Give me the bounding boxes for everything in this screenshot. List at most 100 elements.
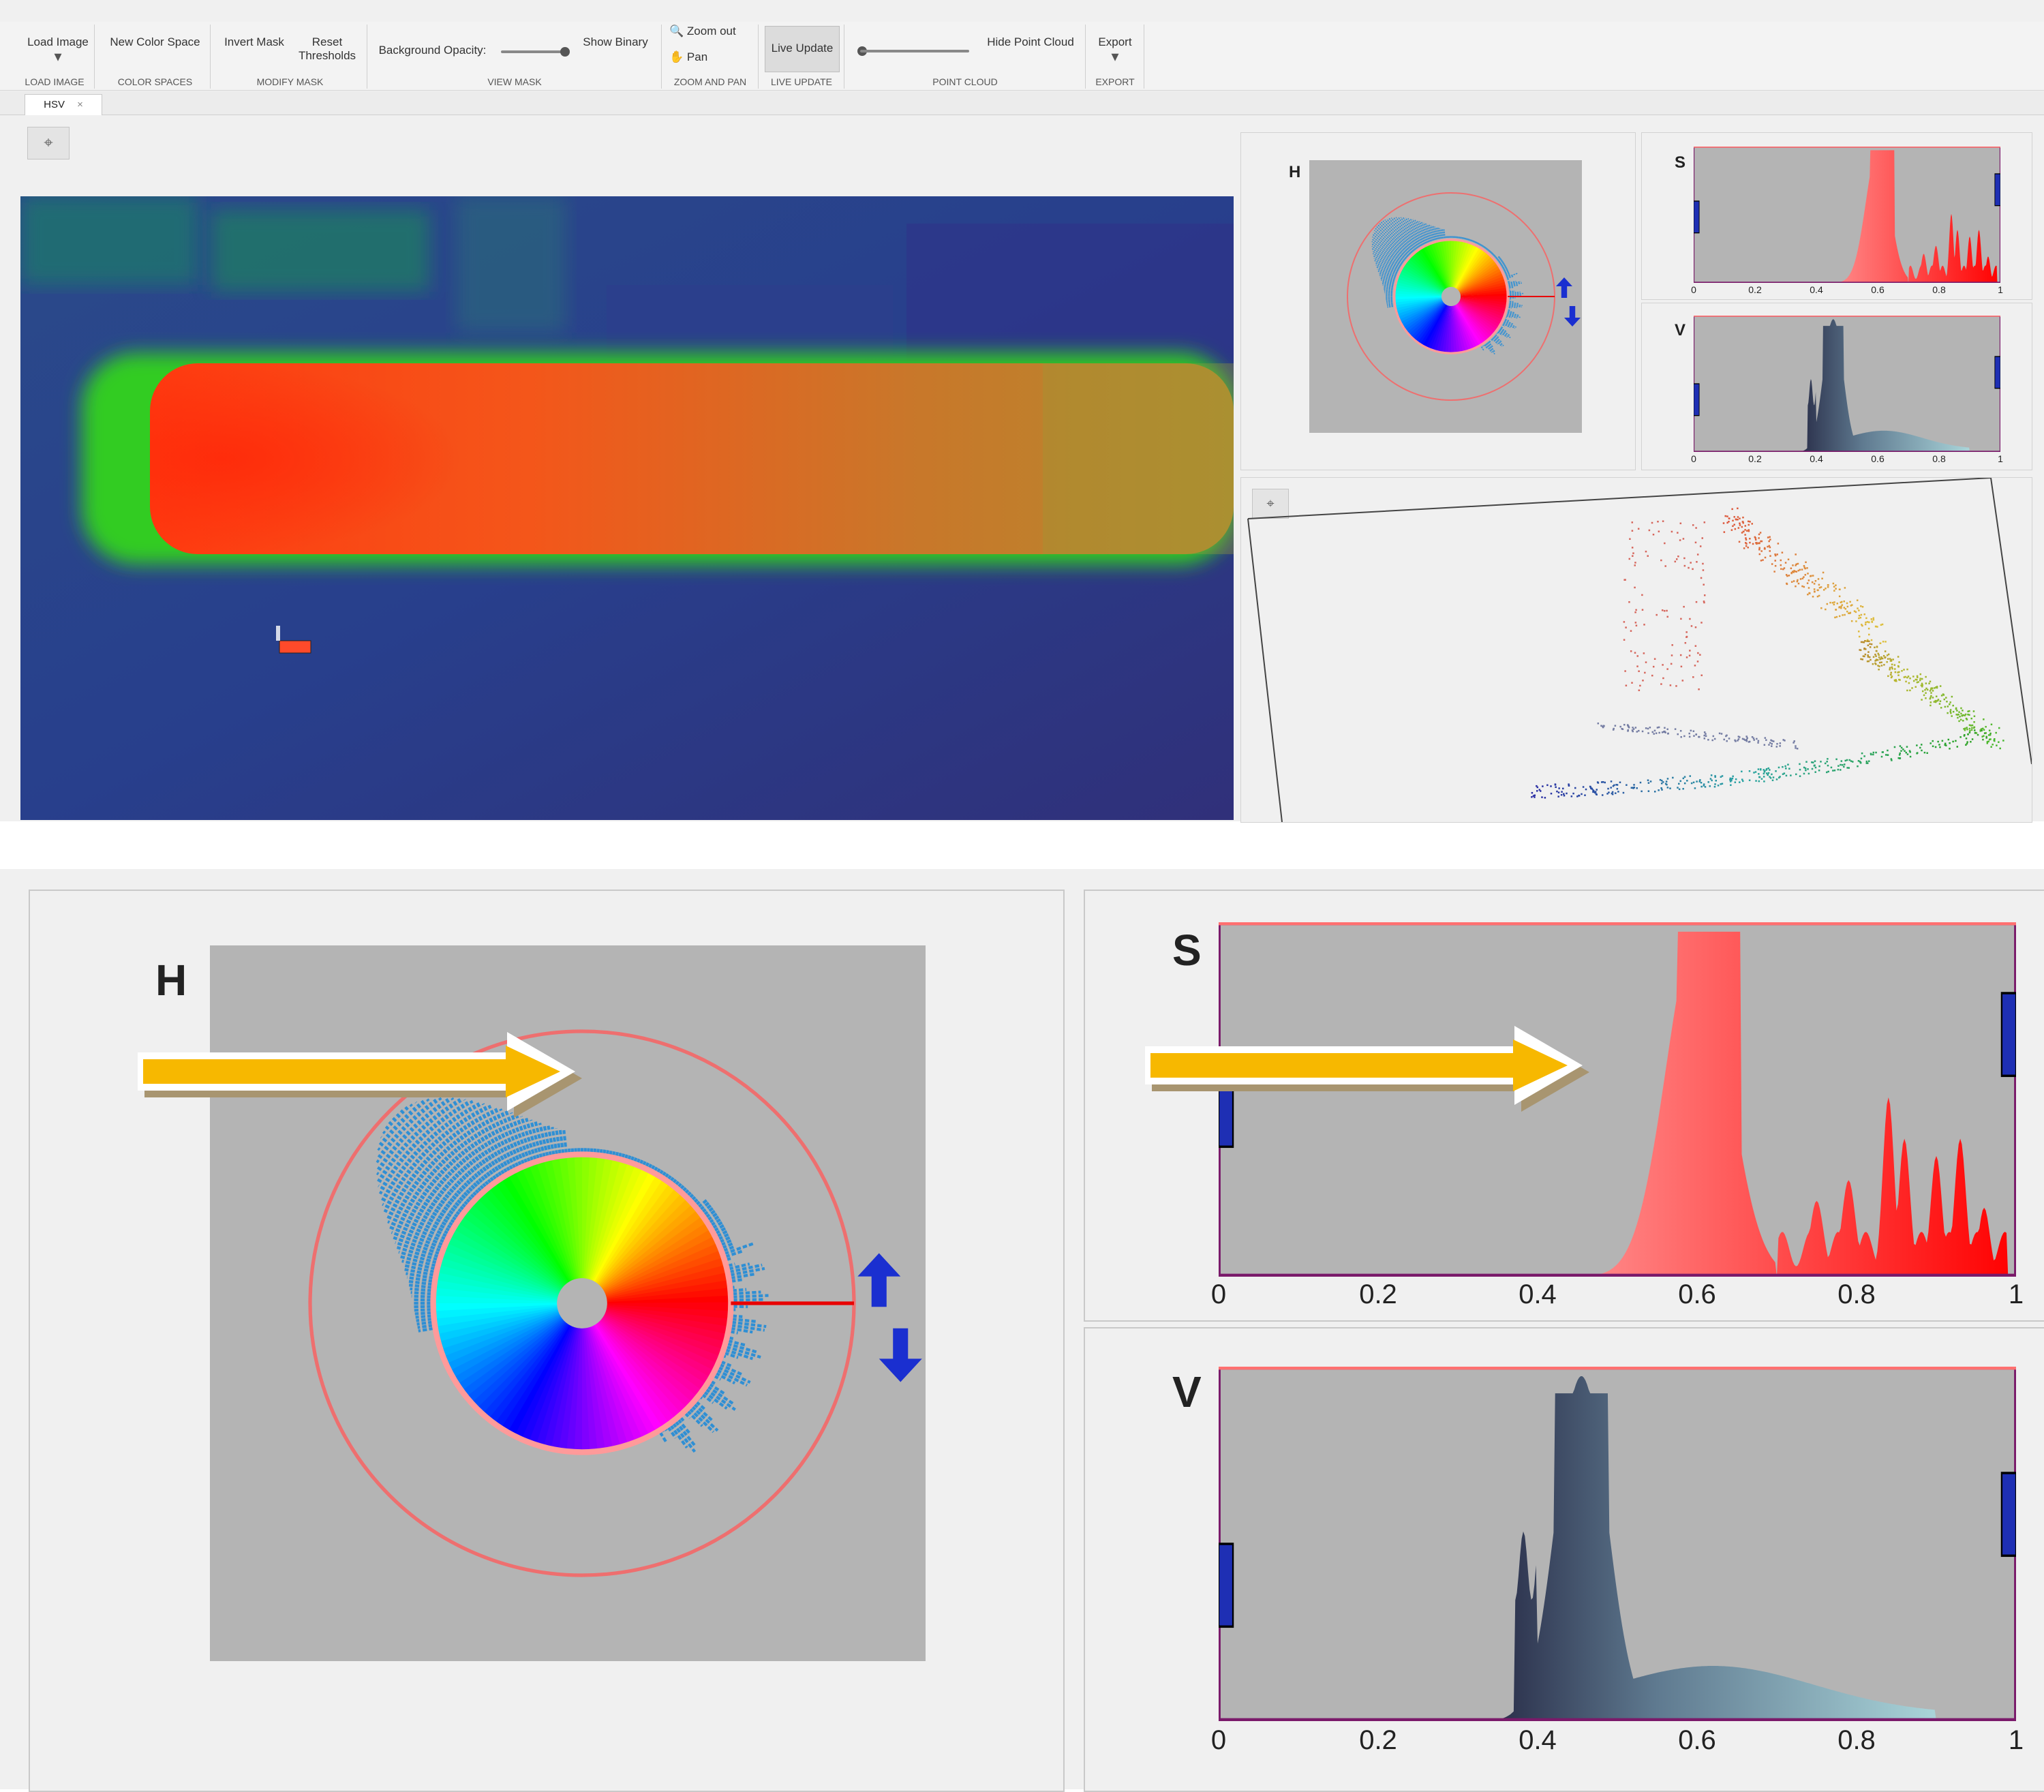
point-cloud-point	[1683, 538, 1685, 540]
point-cloud-point	[1705, 733, 1707, 735]
point-cloud-point	[1882, 641, 1885, 643]
point-cloud-point	[1925, 692, 1927, 694]
point-cloud-point	[1925, 688, 1927, 690]
point-cloud-point	[1779, 745, 1781, 747]
point-cloud-point	[1780, 564, 1782, 566]
background-opacity-thumb[interactable]	[560, 47, 570, 57]
point-cloud-point	[1550, 785, 1552, 787]
value-histogram-small[interactable]	[1694, 316, 2000, 452]
threshold-high-marker	[2002, 993, 2016, 1076]
point-cloud-point	[1558, 791, 1560, 793]
tab-close-icon[interactable]: ×	[77, 99, 83, 110]
hue-wheel-small[interactable]	[1309, 160, 1582, 433]
point-cloud-point	[1627, 730, 1629, 732]
point-cloud-point	[1590, 788, 1592, 790]
point-cloud-point	[1949, 742, 1951, 744]
section-label: ZOOM AND PAN	[662, 76, 758, 87]
point-cloud-point	[1805, 562, 1807, 564]
point-cloud-point	[1648, 790, 1650, 792]
section-label: EXPORT	[1086, 76, 1144, 87]
point-cloud-point	[1598, 782, 1600, 784]
section-label: LIVE UPDATE	[759, 76, 844, 87]
point-cloud-point	[1531, 796, 1533, 798]
point-cloud-point	[1719, 733, 1721, 735]
point-cloud-point	[1887, 675, 1889, 678]
invert-mask-button[interactable]: Invert Mask	[217, 35, 292, 49]
point-cloud-point	[1720, 776, 1722, 778]
point-cloud-point	[1962, 710, 1964, 712]
point-cloud-slider[interactable]	[860, 50, 969, 52]
background-opacity-slider[interactable]	[501, 50, 569, 53]
point-cloud-point	[1925, 697, 1927, 699]
tab-hsv[interactable]: HSV ×	[25, 94, 102, 115]
point-cloud-point	[1812, 575, 1814, 577]
select-cursor-icon[interactable]: ⌖	[27, 127, 70, 160]
saturation-label: S	[1172, 925, 1202, 975]
point-cloud-point	[1765, 737, 1767, 739]
hide-point-cloud-button[interactable]: Hide Point Cloud	[976, 35, 1085, 49]
point-cloud-point	[1860, 617, 1862, 619]
point-cloud-point	[1847, 606, 1849, 608]
point-cloud-point	[1868, 660, 1870, 663]
point-cloud-point	[1647, 555, 1649, 557]
point-cloud-point	[1817, 590, 1819, 592]
value-label-small: V	[1675, 321, 1685, 340]
point-cloud-point	[1626, 784, 1628, 786]
point-cloud-point	[1861, 753, 1863, 755]
point-cloud-point	[1826, 772, 1828, 774]
point-cloud-point	[1745, 539, 1748, 541]
point-cloud-point	[1870, 659, 1872, 661]
point-cloud-point	[1624, 579, 1626, 581]
point-cloud-point	[1869, 643, 1871, 646]
point-cloud-point	[1634, 652, 1636, 654]
point-cloud-point	[1693, 730, 1695, 732]
point-cloud-point	[1780, 568, 1782, 570]
point-cloud-point	[1799, 763, 1801, 765]
export-button[interactable]: Export ▾	[1088, 35, 1142, 64]
value-histogram[interactable]	[1219, 1367, 2016, 1721]
point-cloud-plot	[1241, 478, 2032, 822]
new-color-space-button[interactable]: New Color Space	[102, 35, 208, 49]
image-view[interactable]	[20, 196, 1234, 820]
pan-button[interactable]: ✋ Pan	[669, 50, 751, 64]
reset-thresholds-button[interactable]: Reset Thresholds	[290, 35, 365, 63]
saturation-histogram-small[interactable]	[1694, 147, 2000, 283]
point-cloud-point	[1697, 652, 1699, 654]
point-cloud-point	[1798, 583, 1800, 585]
point-cloud-panel[interactable]: ⌖	[1240, 477, 2032, 823]
point-cloud-point	[1628, 727, 1630, 729]
point-cloud-point	[1785, 768, 1787, 770]
point-cloud-point	[1832, 770, 1834, 772]
point-cloud-point	[1825, 609, 1827, 611]
point-cloud-point	[1664, 610, 1666, 612]
point-cloud-point	[1759, 553, 1761, 556]
point-cloud-point	[1921, 699, 1923, 701]
point-cloud-point	[1753, 738, 1755, 740]
point-cloud-point	[1775, 555, 1777, 557]
point-cloud-point	[1641, 791, 1643, 793]
point-cloud-point	[1951, 696, 1953, 698]
point-cloud-point	[1698, 736, 1700, 738]
zoom-out-button[interactable]: 🔍 Zoom out	[669, 25, 751, 38]
point-cloud-point	[1556, 791, 1558, 793]
live-update-button[interactable]: Live Update	[765, 26, 840, 72]
point-cloud-point	[1936, 695, 1938, 697]
point-cloud-point	[1937, 700, 1939, 702]
point-cloud-point	[1737, 519, 1739, 521]
point-cloud-point	[1873, 752, 1875, 754]
point-cloud-point	[1625, 626, 1627, 628]
point-cloud-point	[1703, 783, 1705, 785]
point-cloud-point	[1950, 711, 1952, 713]
point-cloud-point	[1756, 543, 1758, 545]
point-cloud-point	[1868, 641, 1870, 643]
point-cloud-point	[1790, 774, 1792, 776]
point-cloud-point	[1677, 532, 1679, 534]
point-cloud-point	[1883, 664, 1885, 666]
point-cloud-point	[1792, 564, 1794, 566]
show-binary-checkbox[interactable]: Show Binary	[578, 35, 653, 49]
point-cloud-point	[1782, 739, 1784, 741]
point-cloud-point	[1866, 761, 1868, 763]
point-cloud-point	[1680, 780, 1682, 783]
load-image-button[interactable]: Load Image ▾	[20, 35, 95, 64]
